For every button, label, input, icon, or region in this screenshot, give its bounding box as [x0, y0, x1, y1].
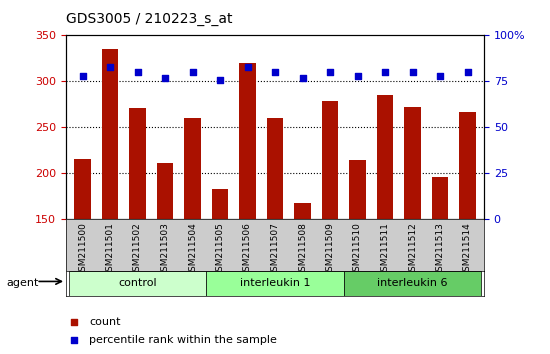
Point	[216, 77, 224, 82]
Bar	[459, 112, 476, 219]
Bar	[432, 177, 448, 219]
Bar	[212, 189, 228, 219]
Text: GDS3005 / 210223_s_at: GDS3005 / 210223_s_at	[66, 12, 233, 26]
Text: GSM211512: GSM211512	[408, 222, 417, 277]
Text: GSM211511: GSM211511	[381, 222, 389, 277]
Point	[133, 69, 142, 75]
Text: GSM211513: GSM211513	[436, 222, 444, 277]
Bar	[102, 49, 118, 219]
Bar	[157, 163, 173, 219]
Point	[463, 69, 472, 75]
Bar	[184, 118, 201, 219]
Text: GSM211507: GSM211507	[271, 222, 279, 277]
Text: count: count	[89, 317, 120, 327]
Point	[436, 73, 444, 79]
Bar	[404, 107, 421, 219]
Bar	[74, 159, 91, 219]
Point	[408, 69, 417, 75]
Bar	[377, 95, 393, 219]
Point	[381, 69, 389, 75]
Text: GSM211503: GSM211503	[161, 222, 169, 277]
Bar	[239, 63, 256, 219]
Point	[271, 69, 279, 75]
Bar	[349, 160, 366, 219]
Point	[353, 73, 362, 79]
Text: GSM211508: GSM211508	[298, 222, 307, 277]
Text: GSM211502: GSM211502	[133, 222, 142, 277]
Text: GSM211504: GSM211504	[188, 222, 197, 277]
Bar	[267, 118, 283, 219]
Text: GSM211500: GSM211500	[78, 222, 87, 277]
Text: GSM211514: GSM211514	[463, 222, 472, 277]
FancyBboxPatch shape	[69, 271, 206, 296]
Bar	[129, 108, 146, 219]
Text: interleukin 1: interleukin 1	[240, 278, 310, 288]
Text: interleukin 6: interleukin 6	[377, 278, 448, 288]
Point	[106, 64, 114, 69]
Text: GSM211506: GSM211506	[243, 222, 252, 277]
Point	[78, 73, 87, 79]
Text: GSM211509: GSM211509	[326, 222, 334, 277]
Point	[243, 64, 252, 69]
Text: control: control	[118, 278, 157, 288]
Text: GSM211501: GSM211501	[106, 222, 114, 277]
Point	[161, 75, 169, 81]
Bar	[294, 203, 311, 219]
Point	[70, 319, 79, 325]
Text: GSM211510: GSM211510	[353, 222, 362, 277]
Point	[326, 69, 334, 75]
Text: agent: agent	[7, 278, 39, 288]
Point	[188, 69, 197, 75]
Text: percentile rank within the sample: percentile rank within the sample	[89, 335, 277, 345]
FancyBboxPatch shape	[206, 271, 344, 296]
FancyBboxPatch shape	[344, 271, 481, 296]
Bar	[322, 101, 338, 219]
Text: GSM211505: GSM211505	[216, 222, 224, 277]
Point	[70, 337, 79, 343]
Point	[298, 75, 307, 81]
